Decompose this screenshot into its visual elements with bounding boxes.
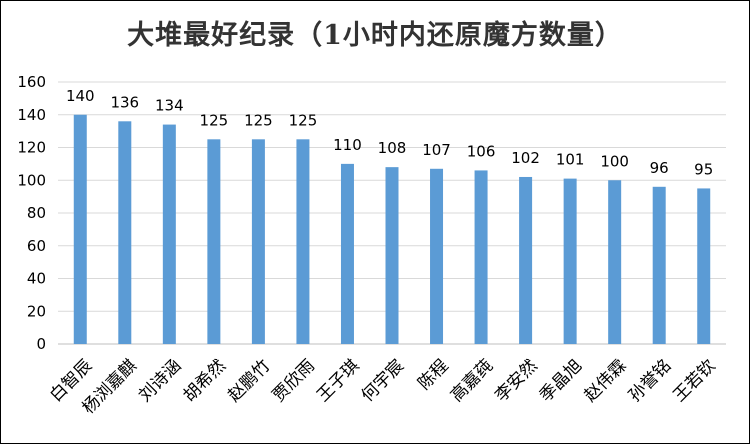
y-axis-ticks: 0 20 40 60 80 100 120 140 160 bbox=[17, 73, 46, 353]
category-label: 王子琪 bbox=[313, 356, 363, 406]
data-label: 110 bbox=[333, 136, 362, 154]
category-label: 高嘉莼 bbox=[447, 356, 497, 406]
y-tick-label: 120 bbox=[17, 139, 46, 157]
category-label: 何宇宸 bbox=[358, 356, 408, 406]
category-label: 刘诗涵 bbox=[135, 356, 185, 406]
data-label: 102 bbox=[511, 149, 540, 167]
y-tick-label: 100 bbox=[17, 171, 46, 189]
category-label: 赵伟霖 bbox=[580, 356, 630, 406]
bar bbox=[430, 168, 444, 344]
bar bbox=[207, 139, 221, 344]
data-label: 100 bbox=[600, 152, 629, 170]
data-label: 95 bbox=[694, 160, 713, 178]
data-label: 125 bbox=[244, 111, 273, 129]
bar bbox=[652, 186, 666, 344]
y-tick-label: 0 bbox=[36, 335, 46, 353]
data-label: 108 bbox=[378, 139, 407, 157]
category-label: 孙誉铭 bbox=[625, 356, 675, 406]
bars bbox=[73, 114, 711, 344]
y-tick-label: 20 bbox=[27, 302, 46, 320]
category-label: 王若钦 bbox=[670, 356, 720, 406]
bar bbox=[340, 163, 354, 344]
bar bbox=[385, 167, 399, 344]
bar bbox=[474, 170, 488, 344]
data-label: 106 bbox=[467, 142, 496, 160]
category-label: 赵鹏竹 bbox=[224, 356, 274, 406]
bar bbox=[162, 124, 176, 344]
data-label: 101 bbox=[556, 151, 585, 169]
category-label: 李安然 bbox=[491, 356, 541, 406]
data-label: 134 bbox=[155, 97, 184, 115]
bar bbox=[519, 176, 533, 344]
category-label: 胡希然 bbox=[180, 356, 230, 406]
bar bbox=[73, 114, 87, 344]
y-tick-label: 60 bbox=[27, 237, 46, 255]
bar bbox=[251, 139, 265, 344]
chart-title: 大堆最好纪录（1小时内还原魔方数量） bbox=[127, 20, 623, 51]
data-label: 136 bbox=[110, 93, 139, 111]
data-label: 125 bbox=[200, 111, 229, 129]
data-labels: 140 136 134 125 125 125 110 108 107 106 102 101 100 9… bbox=[66, 87, 713, 179]
bar bbox=[697, 188, 711, 344]
data-label: 107 bbox=[422, 141, 451, 159]
bar bbox=[563, 178, 577, 344]
bar bbox=[608, 180, 622, 344]
data-label: 125 bbox=[289, 111, 318, 129]
category-label: 季晶旭 bbox=[536, 356, 586, 406]
data-label: 96 bbox=[650, 159, 669, 177]
category-label: 陈程 bbox=[414, 356, 452, 394]
y-tick-label: 40 bbox=[27, 270, 46, 288]
y-tick-label: 160 bbox=[17, 73, 46, 91]
bar bbox=[296, 139, 310, 344]
y-tick-label: 80 bbox=[27, 204, 46, 222]
data-label: 140 bbox=[66, 87, 95, 105]
y-tick-label: 140 bbox=[17, 106, 46, 124]
bar bbox=[118, 121, 132, 344]
category-label: 贾欣雨 bbox=[269, 356, 319, 406]
